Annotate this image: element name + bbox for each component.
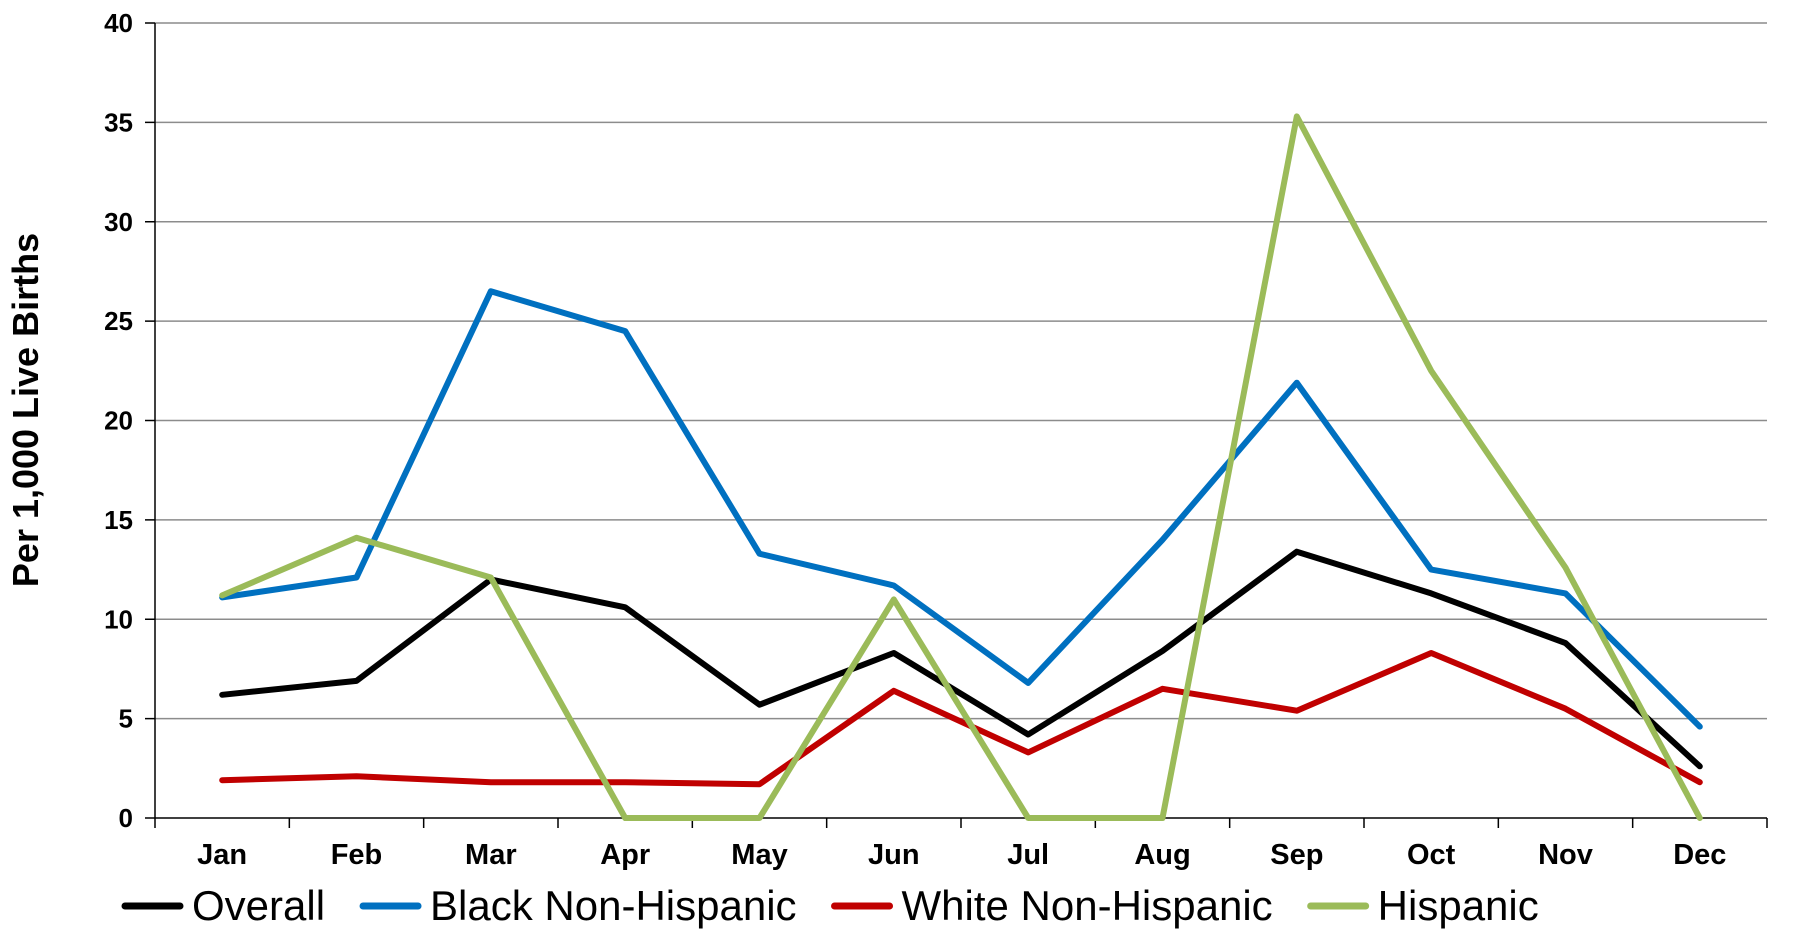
series-lines (219, 113, 1703, 821)
legend-item-black-non-hispanic: Black Non-Hispanic (359, 882, 797, 929)
x-tick-label-aug: Aug (1134, 839, 1190, 871)
series-line-black-non-hispanic (219, 288, 1703, 730)
axes (145, 22, 1768, 828)
x-tick-label-jan: Jan (197, 839, 247, 871)
y-tick-label: 0 (119, 803, 133, 833)
y-tick-label: 25 (104, 306, 133, 336)
legend-label: Black Non-Hispanic (430, 882, 796, 929)
y-tick-label: 5 (119, 704, 133, 734)
legend-item-overall: Overall (121, 882, 325, 929)
x-axis-ticks: Jan Feb Mar Apr May Jun Jul Aug Sep Oct Nov Dec (197, 839, 1726, 871)
legend-label: White Non-Hispanic (902, 882, 1273, 929)
x-tick-label-mar: Mar (465, 839, 517, 871)
x-tick-label-dec: Dec (1673, 839, 1726, 871)
legend-label: Overall (192, 882, 325, 929)
gridlines (155, 22, 1767, 720)
x-tick-label-feb: Feb (331, 839, 383, 871)
legend-item-hispanic: Hispanic (1307, 882, 1539, 929)
x-tick-label-jul: Jul (1007, 839, 1049, 871)
y-tick-label: 30 (104, 207, 133, 237)
y-tick-label: 20 (104, 406, 133, 436)
x-tick-label-oct: Oct (1407, 839, 1456, 871)
y-axis-ticks: 0 5 10 15 20 25 30 35 40 (104, 8, 133, 833)
series-line-hispanic (219, 113, 1703, 821)
series-line-overall (219, 548, 1703, 770)
x-tick-label-sep: Sep (1270, 839, 1323, 871)
x-tick-label-may: May (731, 839, 787, 871)
y-tick-label: 35 (104, 107, 133, 137)
y-tick-label: 10 (104, 604, 133, 634)
legend-item-white-non-hispanic: White Non-Hispanic (831, 882, 1273, 929)
series-line-white-non-hispanic (219, 650, 1703, 788)
x-tick-label-jun: Jun (868, 839, 920, 871)
legend-label: Hispanic (1378, 882, 1539, 929)
y-axis-label: Per 1,000 Live Births (5, 233, 46, 587)
x-tick-label-nov: Nov (1538, 839, 1593, 871)
legend: Overall Black Non-Hispanic White Non-Hispa… (121, 882, 1539, 929)
x-tick-label-apr: Apr (600, 839, 650, 871)
y-tick-label: 15 (104, 505, 133, 535)
y-tick-label: 40 (104, 8, 133, 38)
